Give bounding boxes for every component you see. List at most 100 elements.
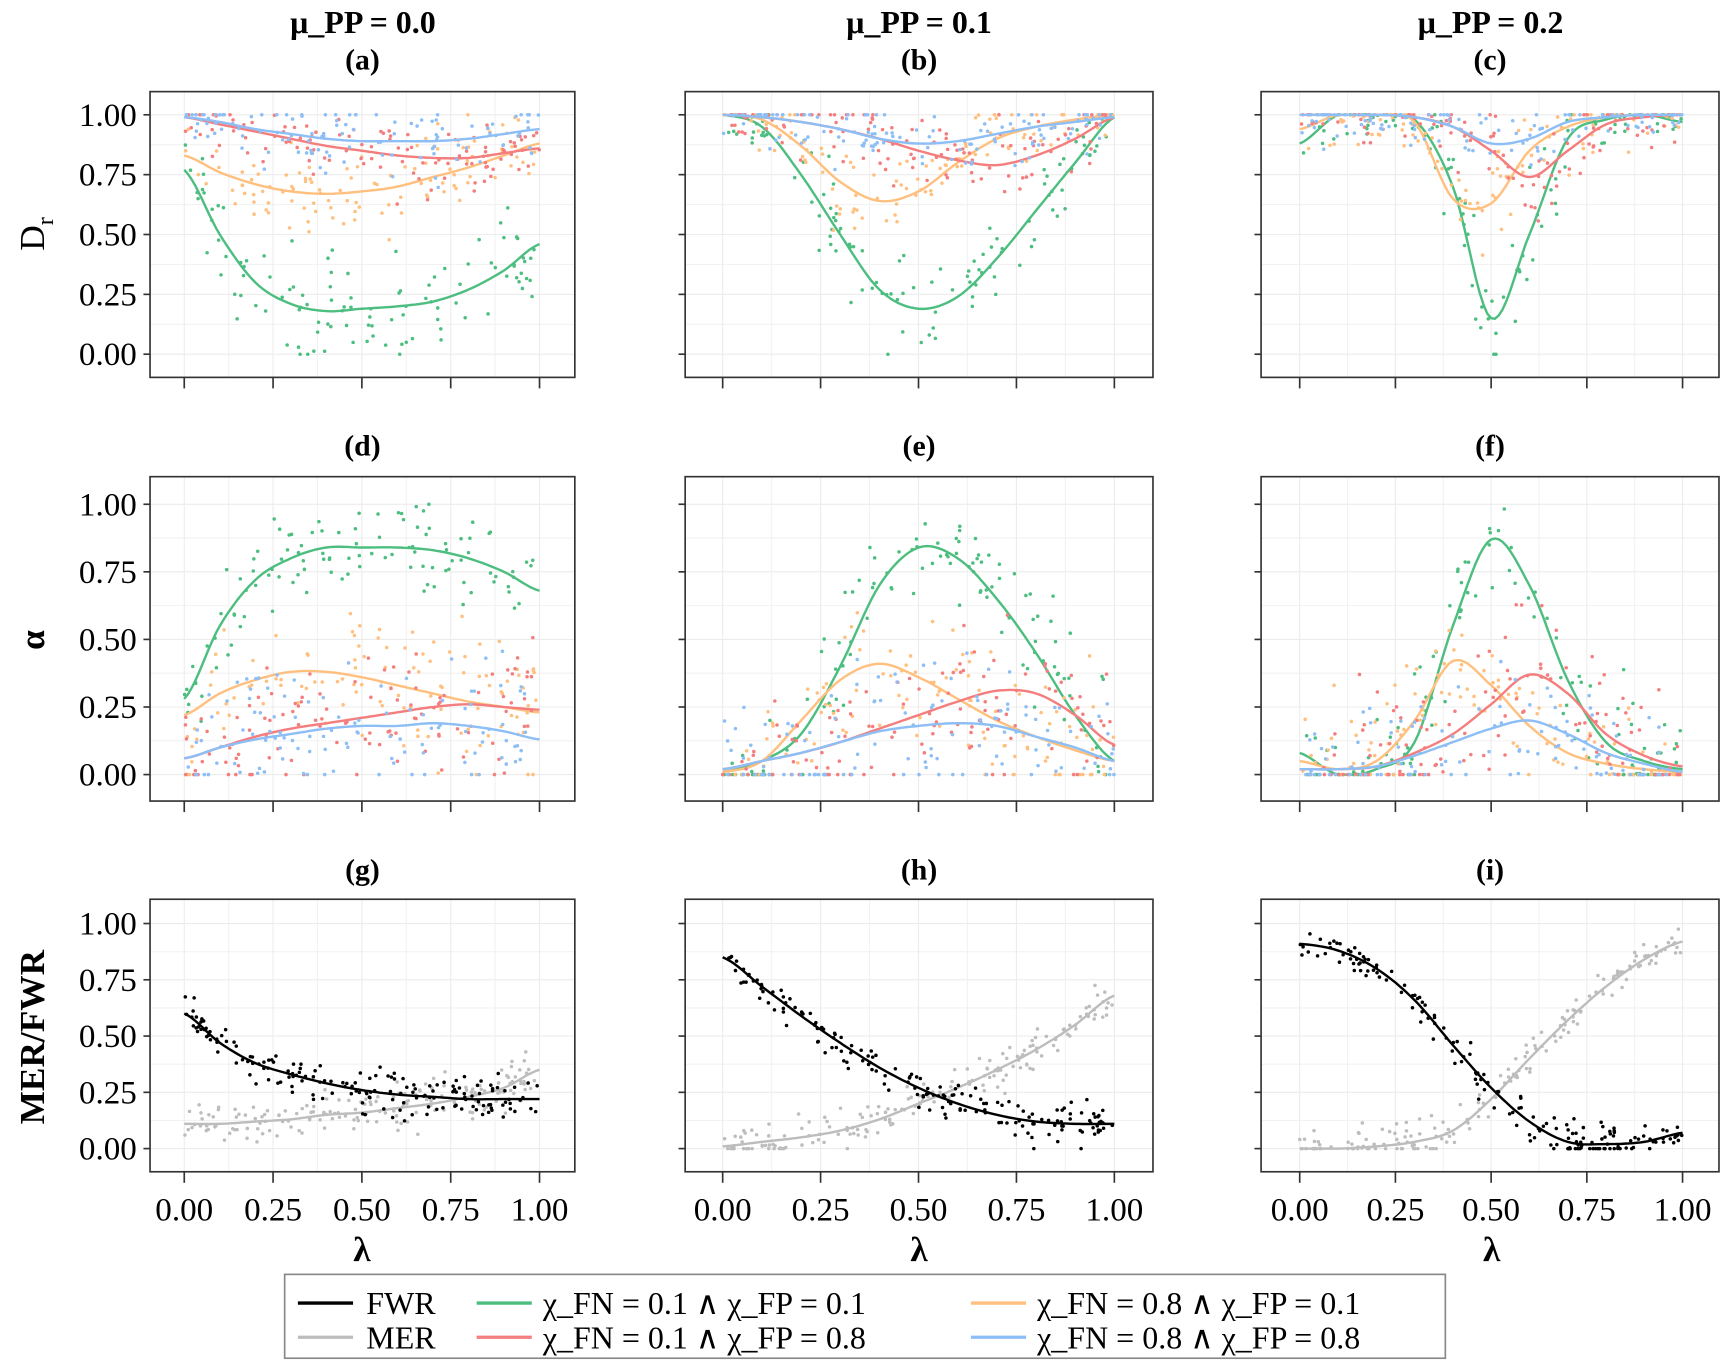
data-point bbox=[234, 1061, 239, 1065]
data-point bbox=[1077, 113, 1081, 117]
data-point bbox=[1591, 1146, 1595, 1151]
data-point bbox=[464, 1085, 468, 1090]
data-point bbox=[920, 118, 924, 123]
data-point bbox=[420, 742, 425, 747]
data-point bbox=[502, 771, 507, 775]
y-tick-label: 0.75 bbox=[79, 963, 137, 999]
data-point bbox=[516, 134, 520, 138]
data-point bbox=[282, 694, 287, 698]
data-point bbox=[790, 724, 795, 728]
data-point bbox=[1384, 119, 1388, 124]
data-point bbox=[518, 689, 523, 693]
data-point bbox=[1462, 134, 1467, 138]
data-point bbox=[1657, 772, 1662, 777]
data-point bbox=[1508, 212, 1513, 217]
data-point bbox=[245, 1136, 249, 1141]
data-point bbox=[1549, 694, 1553, 699]
data-point bbox=[484, 165, 488, 169]
data-point bbox=[869, 1049, 874, 1053]
data-point bbox=[1491, 695, 1495, 700]
data-point bbox=[905, 697, 909, 702]
data-point bbox=[1026, 1131, 1030, 1135]
data-point bbox=[344, 741, 349, 746]
panel-label: (i) bbox=[1476, 853, 1504, 886]
data-point bbox=[1563, 165, 1567, 169]
data-point bbox=[835, 772, 840, 777]
data-point bbox=[1429, 1113, 1434, 1118]
data-point bbox=[897, 550, 901, 554]
data-point bbox=[1514, 697, 1519, 701]
data-point bbox=[855, 1127, 860, 1132]
series-g88 bbox=[722, 651, 1116, 777]
data-point bbox=[360, 733, 365, 738]
data-point bbox=[355, 165, 360, 169]
data-point bbox=[1581, 146, 1586, 151]
data-point bbox=[353, 721, 357, 725]
data-point bbox=[358, 1071, 363, 1075]
data-point bbox=[1449, 183, 1454, 187]
data-point bbox=[823, 1051, 827, 1055]
data-point bbox=[426, 1105, 431, 1109]
data-point bbox=[357, 564, 362, 569]
data-point bbox=[343, 1114, 348, 1118]
data-point bbox=[200, 1017, 204, 1021]
data-point bbox=[1582, 155, 1586, 160]
y-tick-label: 0.25 bbox=[79, 277, 137, 313]
data-point bbox=[499, 157, 503, 161]
data-point bbox=[851, 113, 855, 117]
legend: FWR MER χ_FN = 0.1 ∧ χ_FP = 0.1 χ_FN = 0… bbox=[283, 1273, 1447, 1360]
data-point bbox=[1581, 1136, 1586, 1140]
data-point bbox=[413, 1087, 418, 1091]
data-point bbox=[1642, 767, 1646, 772]
data-point bbox=[1629, 722, 1634, 727]
data-point bbox=[1100, 113, 1105, 117]
data-point bbox=[1552, 1116, 1557, 1120]
data-point bbox=[864, 1127, 868, 1132]
data-point bbox=[196, 196, 200, 201]
data-point bbox=[317, 188, 322, 192]
data-point bbox=[1527, 1132, 1532, 1137]
data-point bbox=[433, 176, 438, 180]
data-point bbox=[200, 187, 205, 192]
data-point bbox=[822, 1140, 826, 1145]
data-point bbox=[223, 1027, 228, 1032]
data-point bbox=[1468, 1052, 1472, 1057]
data-point bbox=[993, 292, 998, 297]
data-point bbox=[431, 1076, 436, 1081]
data-point bbox=[468, 536, 472, 540]
data-point bbox=[376, 636, 380, 640]
data-point bbox=[1344, 124, 1348, 129]
data-point bbox=[1582, 113, 1586, 117]
data-point bbox=[1476, 1097, 1481, 1101]
data-point bbox=[1526, 749, 1530, 754]
data-point bbox=[510, 672, 515, 676]
data-point bbox=[1517, 748, 1522, 752]
data-point bbox=[1631, 772, 1635, 777]
data-point bbox=[432, 144, 437, 149]
data-point bbox=[987, 1075, 992, 1080]
data-point bbox=[889, 292, 893, 296]
data-point bbox=[193, 768, 198, 773]
data-point bbox=[930, 158, 935, 163]
data-point bbox=[870, 1067, 874, 1072]
data-point bbox=[1055, 1139, 1060, 1144]
data-point bbox=[1097, 113, 1102, 117]
data-point bbox=[219, 1033, 224, 1038]
data-point bbox=[810, 200, 814, 204]
data-point bbox=[222, 735, 227, 739]
data-point bbox=[1360, 1121, 1365, 1125]
data-point bbox=[1561, 711, 1566, 716]
data-point bbox=[984, 1101, 989, 1106]
data-point bbox=[1507, 1112, 1512, 1116]
y-tick-label: 0.25 bbox=[79, 690, 137, 726]
data-point bbox=[470, 1094, 474, 1098]
data-point bbox=[233, 1107, 237, 1112]
data-point bbox=[1068, 1112, 1073, 1116]
data-point bbox=[1456, 170, 1460, 175]
data-point bbox=[1423, 772, 1427, 777]
data-point bbox=[1062, 696, 1066, 700]
data-point bbox=[1047, 687, 1052, 691]
data-point bbox=[1314, 119, 1319, 124]
data-point bbox=[224, 1039, 229, 1044]
data-point bbox=[216, 238, 221, 242]
